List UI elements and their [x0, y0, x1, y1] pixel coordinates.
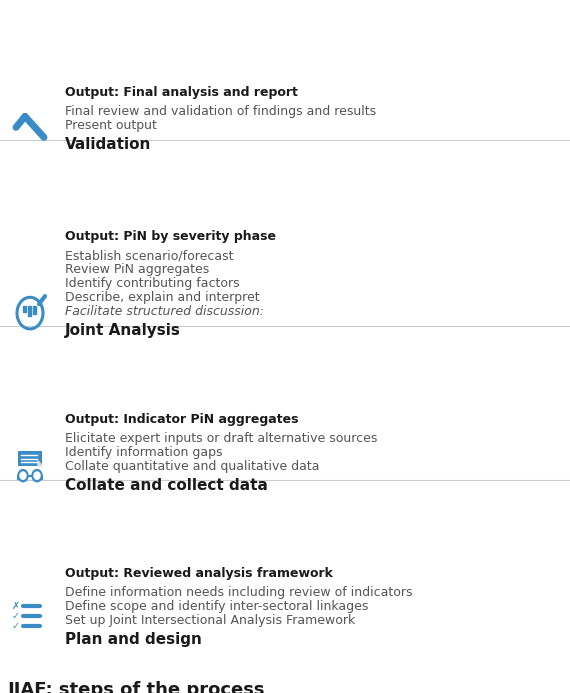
- Text: JIAF: steps of the process: JIAF: steps of the process: [8, 681, 266, 693]
- Text: ✓: ✓: [12, 621, 20, 631]
- Bar: [22, 306, 26, 312]
- Bar: [32, 306, 35, 314]
- Text: Facilitate structured discussion:: Facilitate structured discussion:: [65, 305, 264, 318]
- Text: Define information needs including review of indicators: Define information needs including revie…: [65, 586, 413, 599]
- Text: Collate and collect data: Collate and collect data: [65, 477, 268, 493]
- Text: Output: Reviewed analysis framework: Output: Reviewed analysis framework: [65, 567, 333, 580]
- Text: Review PiN aggregates: Review PiN aggregates: [65, 263, 209, 276]
- Text: Joint Analysis: Joint Analysis: [65, 323, 181, 338]
- Text: Collate quantitative and qualitative data: Collate quantitative and qualitative dat…: [65, 459, 320, 473]
- Text: Describe, explain and interpret: Describe, explain and interpret: [65, 291, 259, 304]
- Text: ✗: ✗: [12, 601, 20, 611]
- Circle shape: [32, 470, 42, 482]
- Text: Identify information gaps: Identify information gaps: [65, 446, 222, 459]
- Polygon shape: [38, 461, 42, 466]
- Circle shape: [20, 472, 26, 480]
- Text: ✓: ✓: [12, 611, 20, 621]
- Text: Elicitate expert inputs or draft alternative sources: Elicitate expert inputs or draft alterna…: [65, 432, 377, 445]
- Text: Define scope and identify inter-sectoral linkages: Define scope and identify inter-sectoral…: [65, 600, 368, 613]
- Text: Present output: Present output: [65, 119, 157, 132]
- Text: Identify contributing factors: Identify contributing factors: [65, 277, 239, 290]
- Circle shape: [18, 470, 28, 482]
- Text: Final review and validation of findings and results: Final review and validation of findings …: [65, 105, 376, 119]
- Text: Set up Joint Intersectional Analysis Framework: Set up Joint Intersectional Analysis Fra…: [65, 614, 355, 627]
- Bar: [27, 306, 31, 316]
- FancyBboxPatch shape: [18, 450, 42, 466]
- Text: Output: Final analysis and report: Output: Final analysis and report: [65, 87, 298, 99]
- Text: Establish scenario/forecast: Establish scenario/forecast: [65, 249, 234, 262]
- Text: Plan and design: Plan and design: [65, 632, 202, 647]
- Text: Output: PiN by severity phase: Output: PiN by severity phase: [65, 230, 276, 243]
- Text: Validation: Validation: [65, 137, 152, 152]
- Text: Output: Indicator PiN aggregates: Output: Indicator PiN aggregates: [65, 412, 299, 426]
- Circle shape: [34, 472, 40, 480]
